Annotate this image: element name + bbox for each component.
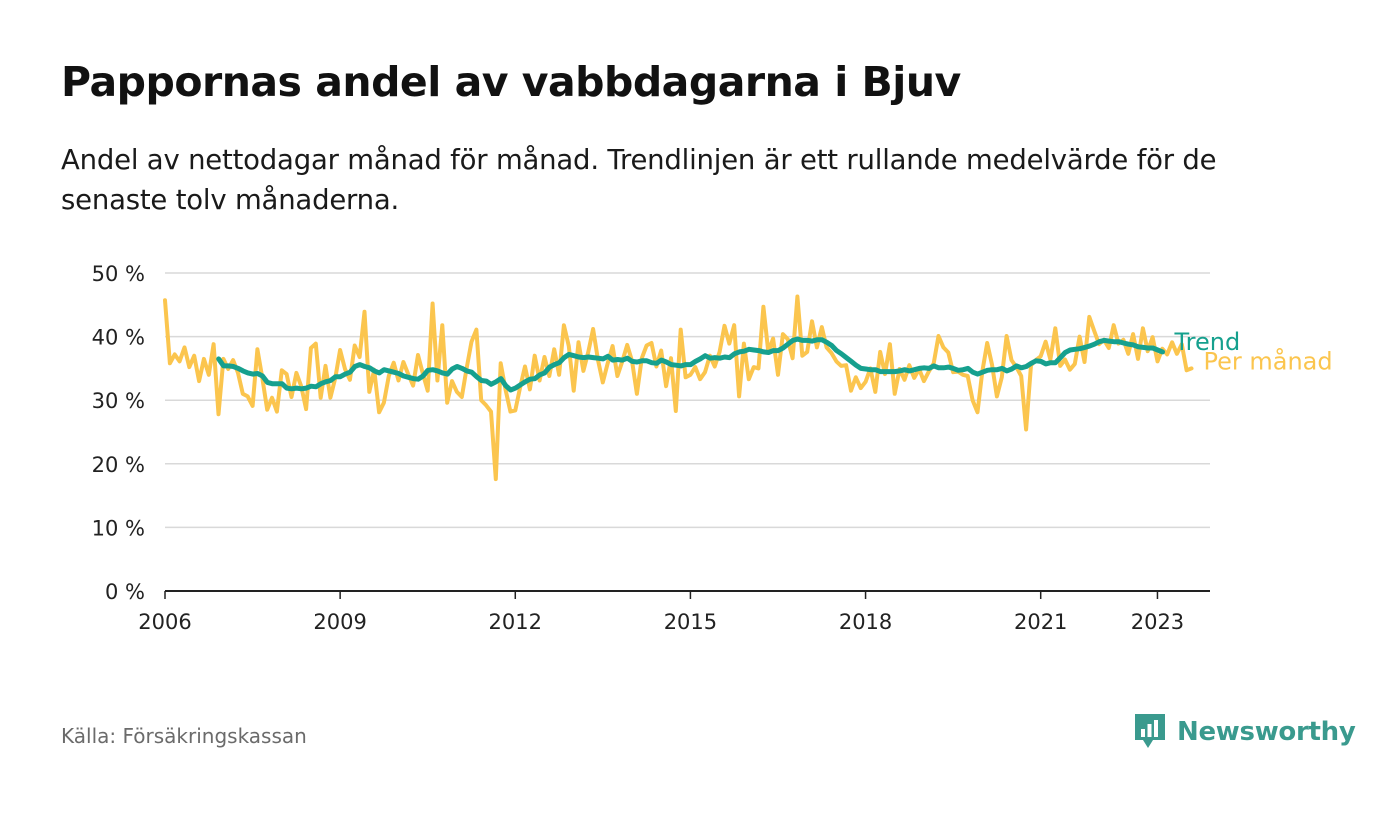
source-note: Källa: Försäkringskassan (61, 724, 307, 748)
y-tick-label: 0 % (105, 580, 145, 604)
y-axis-tick-labels: 0 % 10 % 20 % 30 % 40 % 50 % (92, 262, 145, 604)
y-tick-label: 20 % (92, 453, 145, 477)
series-label-per-manad: Per månad (1204, 346, 1333, 375)
x-tick-label: 2012 (489, 610, 542, 634)
grid-lines (165, 272, 1210, 592)
brand-name: Newsworthy (1177, 717, 1356, 747)
y-tick-label: 30 % (92, 389, 145, 413)
y-tick-label: 40 % (92, 326, 145, 350)
x-tick-label: 2009 (313, 610, 366, 634)
chart-title: Pappornas andel av vabbdagarna i Bjuv (61, 58, 961, 106)
series-lines (163, 294, 1194, 482)
chart-subtitle: Andel av nettodagar månad för månad. Tre… (61, 144, 1217, 216)
y-tick-label: 50 % (92, 262, 145, 286)
line-chart: 0 % 10 % 20 % 30 % 40 % 50 % 2006 2009 2012 2015… (92, 262, 1333, 634)
x-tick-label: 2018 (839, 610, 892, 634)
x-tick-label: 2023 (1131, 610, 1184, 634)
x-tick-label: 2006 (138, 610, 191, 634)
x-tick-label: 2021 (1014, 610, 1067, 634)
y-tick-label: 10 % (92, 516, 145, 540)
series-line-per-manad (163, 294, 1194, 482)
newsworthy-logo: Newsworthy (1133, 712, 1356, 752)
newsworthy-logo-icon (1135, 714, 1165, 748)
series-label-trend: Trend (1174, 328, 1241, 356)
series-line-trend (216, 336, 1165, 393)
x-tick-label: 2015 (664, 610, 717, 634)
x-axis-ticks: 2006 2009 2012 2015 2018 2021 2023 (138, 591, 1184, 634)
